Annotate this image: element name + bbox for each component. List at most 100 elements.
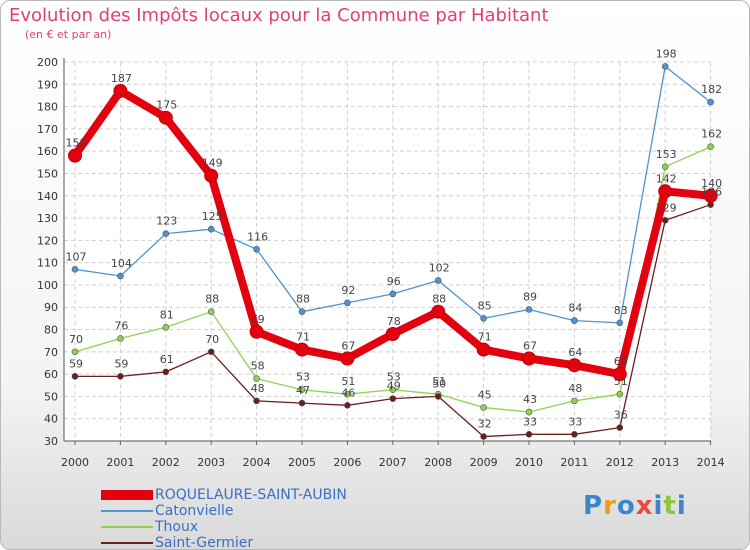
data-label: 70 [205, 333, 219, 346]
data-label: 59 [114, 357, 128, 370]
data-label: 51 [432, 375, 446, 388]
chart-legend: ROQUELAURE-SAINT-AUBIN Catonvielle Thoux Sa… [101, 487, 347, 549]
legend-swatch [101, 490, 153, 500]
y-tick-label: 120 [37, 234, 58, 247]
data-label: 89 [523, 290, 537, 303]
legend-item: Thoux [101, 519, 347, 535]
legend-item: ROQUELAURE-SAINT-AUBIN [101, 487, 347, 503]
data-label: 123 [156, 215, 177, 228]
data-label: 47 [296, 384, 310, 397]
data-label: 187 [111, 72, 132, 85]
data-point [389, 290, 397, 298]
data-label: 85 [478, 299, 492, 312]
data-point [389, 386, 397, 394]
data-point [616, 390, 624, 398]
data-label: 162 [701, 128, 722, 141]
data-label: 48 [568, 382, 582, 395]
data-label: 125 [202, 210, 223, 223]
logo-letter: t [663, 491, 677, 521]
data-label: 51 [341, 375, 355, 388]
data-point [298, 399, 306, 407]
data-label: 84 [568, 302, 582, 315]
x-tick-label: 2003 [197, 456, 225, 469]
data-label: 58 [251, 360, 265, 373]
x-tick-label: 2005 [288, 456, 316, 469]
data-point [480, 315, 487, 322]
data-point [616, 424, 624, 431]
data-label: 175 [156, 99, 177, 112]
logo-letter: i [653, 491, 664, 521]
data-point [431, 304, 446, 319]
data-point [525, 408, 533, 416]
logo-letter: o [616, 491, 636, 521]
data-point [612, 367, 627, 382]
data-point [204, 168, 219, 183]
x-tick-label: 2014 [697, 456, 725, 469]
y-tick-label: 90 [44, 301, 58, 314]
y-tick-label: 40 [44, 413, 58, 426]
data-label: 59 [69, 357, 83, 370]
data-label: 49 [387, 380, 401, 393]
data-point [571, 397, 578, 405]
data-point [207, 308, 215, 315]
x-tick-label: 2011 [560, 456, 588, 469]
x-tick-label: 2012 [606, 456, 634, 469]
data-point [117, 272, 124, 280]
data-point [385, 326, 400, 341]
data-label: 32 [478, 418, 492, 431]
data-label: 36 [614, 409, 628, 422]
x-tick-label: 2008 [424, 456, 452, 469]
data-label: 70 [69, 333, 83, 346]
data-point [71, 373, 79, 380]
data-point [298, 308, 306, 315]
data-label: 83 [614, 304, 628, 317]
data-point [253, 375, 260, 382]
data-label: 136 [701, 186, 722, 199]
y-tick-label: 140 [37, 190, 58, 203]
logo-letter: P [583, 491, 604, 521]
data-point [522, 351, 536, 366]
proxiti-logo: Proxiti [583, 491, 687, 521]
data-label: 158 [66, 137, 87, 150]
data-point [162, 230, 170, 237]
data-label: 71 [478, 331, 492, 344]
x-tick-label: 2007 [379, 456, 407, 469]
data-label: 53 [387, 371, 401, 384]
y-tick-label: 100 [37, 279, 58, 292]
data-label: 71 [296, 331, 310, 344]
y-tick-label: 130 [37, 212, 58, 225]
logo-letter: x [635, 491, 654, 521]
data-point [340, 351, 355, 366]
y-tick-label: 30 [44, 435, 58, 448]
legend-swatch [101, 510, 153, 512]
data-label: 45 [478, 389, 492, 402]
data-label: 60 [614, 355, 628, 368]
data-label: 116 [247, 230, 268, 243]
data-label: 78 [387, 315, 401, 328]
data-point [476, 342, 491, 357]
data-label: 53 [296, 371, 310, 384]
data-label: 142 [656, 172, 677, 185]
data-label: 88 [432, 293, 446, 306]
x-tick-label: 2013 [651, 456, 679, 469]
chart-subtitle: (en € et par an) [25, 28, 112, 41]
data-point [480, 433, 487, 440]
data-point [661, 63, 669, 70]
y-tick-label: 180 [37, 101, 58, 114]
data-point [68, 148, 82, 163]
data-label: 43 [523, 393, 537, 406]
x-tick-label: 2006 [333, 456, 361, 469]
data-point [117, 373, 124, 380]
data-label: 102 [429, 261, 450, 274]
data-point [117, 335, 124, 342]
x-tick-label: 2002 [152, 456, 180, 469]
data-label: 67 [341, 340, 355, 353]
x-tick-label: 2010 [515, 456, 543, 469]
data-point [707, 98, 714, 106]
data-label: 67 [523, 340, 537, 353]
data-point [344, 402, 351, 409]
legend-swatch [101, 542, 153, 544]
data-point [158, 110, 173, 125]
